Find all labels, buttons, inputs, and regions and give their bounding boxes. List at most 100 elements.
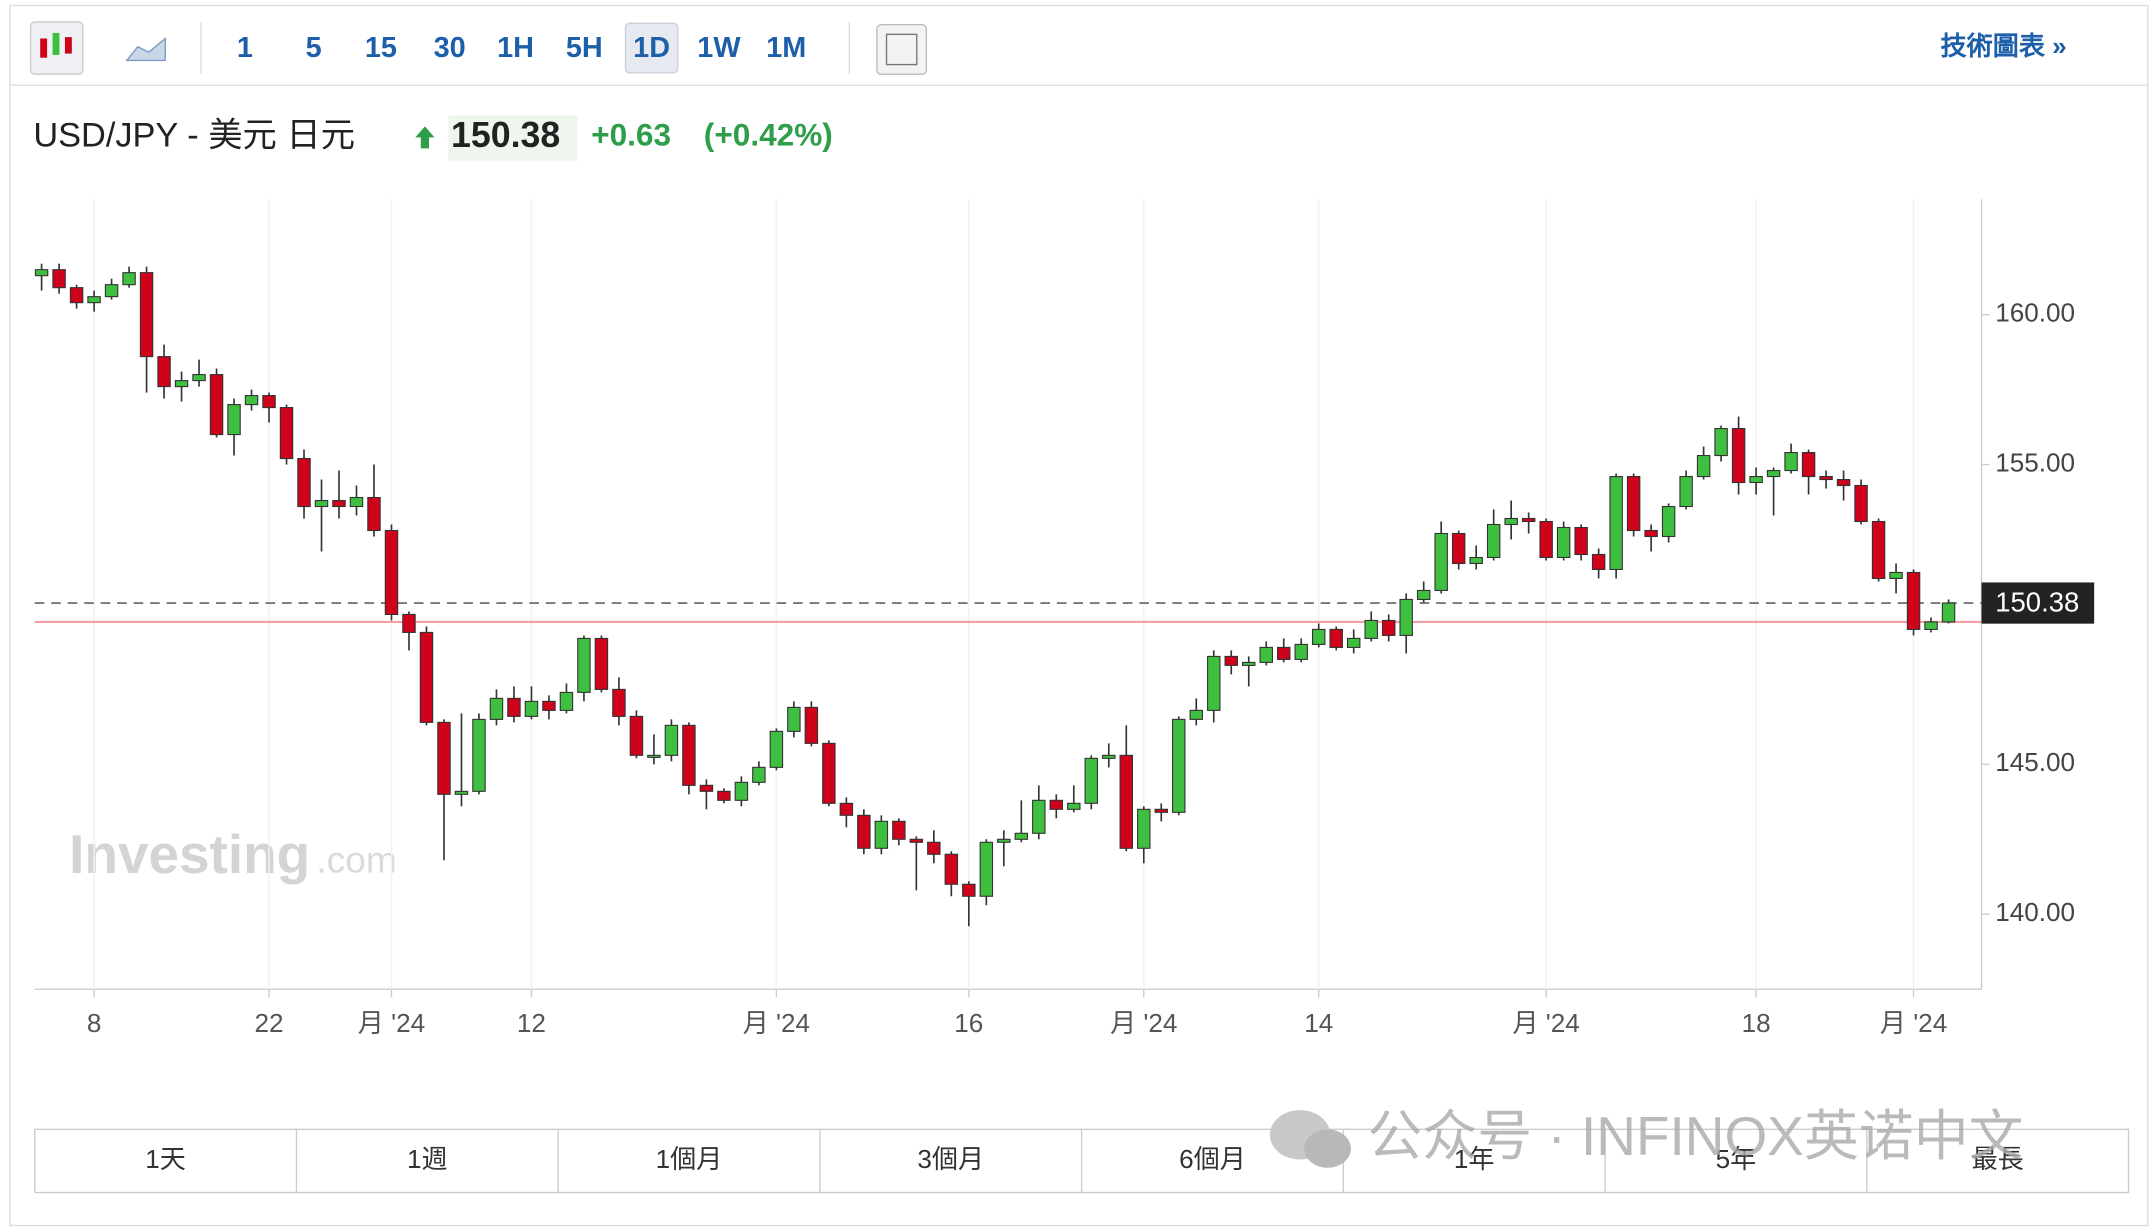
candle-body [682, 724, 696, 786]
candle-body [1032, 799, 1046, 834]
candle-body [1346, 637, 1361, 648]
technical-chart-link[interactable]: 技術圖表 » [1941, 31, 2067, 61]
candle-body [1364, 619, 1378, 639]
candle-body [979, 841, 994, 897]
candle-body [1521, 517, 1536, 523]
candle-body [734, 781, 749, 801]
candle-body [1207, 655, 1221, 711]
y-tick-label: 145.00 [1995, 747, 2075, 777]
candle-body [1259, 646, 1273, 663]
candle-body [192, 374, 206, 382]
chart: Investing .com 8 22 月 '24 12 月 '24 16 月 '24 14 月… [34, 199, 2095, 1038]
range-tab[interactable]: 1週 [407, 1144, 448, 1174]
candle-body [1504, 517, 1518, 526]
candle-body [542, 700, 556, 711]
candle-body [34, 269, 49, 277]
candle-body [1399, 598, 1413, 636]
candle-body [122, 272, 136, 286]
candle-body [507, 697, 521, 717]
candle-body [892, 820, 906, 840]
range-tab[interactable]: 1個月 [656, 1144, 723, 1174]
candle-body [1784, 451, 1798, 472]
interval-button[interactable]: 1M [766, 32, 806, 64]
candle-body [489, 697, 504, 720]
candle-body [944, 853, 959, 885]
candle-body [612, 688, 626, 717]
candle-body [262, 395, 276, 409]
interval-buttons: 1 5 15 30 1H 5H 1D 1W 1M [237, 22, 806, 74]
range-tab[interactable]: 最長 [1972, 1144, 2024, 1174]
range-tab[interactable]: 1天 [145, 1144, 186, 1174]
y-tick-label: 140.00 [1995, 897, 2075, 927]
candle-body [1749, 475, 1763, 484]
candle-body [1154, 808, 1169, 813]
x-tick-label: 月 '24 [1512, 1008, 1579, 1038]
candle-body [1102, 754, 1116, 759]
interval-button[interactable]: 1W [697, 32, 741, 64]
candle-body [1084, 757, 1099, 804]
candle-body [87, 296, 101, 304]
widget-frame [9, 4, 2149, 1227]
candle-body [1311, 628, 1326, 645]
range-tab[interactable]: 6個月 [1179, 1144, 1246, 1174]
range-tab[interactable]: 3個月 [917, 1144, 984, 1174]
watermark: Investing [69, 823, 310, 885]
candle-body [1731, 428, 1746, 484]
area-icon[interactable] [125, 37, 166, 62]
interval-button[interactable]: 1D [633, 32, 670, 64]
candle-body [577, 637, 591, 693]
layout-icon[interactable] [876, 24, 928, 75]
candle-body [349, 496, 364, 508]
candle-body [367, 496, 381, 532]
candle-body [1661, 505, 1676, 538]
candle-body [472, 718, 486, 792]
candle-body [559, 691, 574, 711]
candle-body [1906, 571, 1921, 630]
candle-body [314, 499, 329, 508]
interval-button[interactable]: 30 [434, 32, 466, 64]
candle-body [332, 499, 346, 508]
candle-body [787, 706, 801, 732]
candle-body [174, 380, 189, 388]
y-tick-label: 155.00 [1995, 447, 2075, 477]
candle-body [227, 404, 241, 436]
candle-body [104, 284, 119, 298]
candle-body [1836, 478, 1851, 487]
candle-body [1889, 571, 1903, 580]
change: +0.63 [591, 117, 671, 153]
candle-body [1696, 454, 1711, 478]
candle-body [1574, 526, 1588, 556]
candle-body [962, 883, 976, 897]
x-tick-label: 16 [954, 1008, 983, 1038]
candle-body [1451, 532, 1466, 565]
interval-button[interactable]: 15 [365, 32, 397, 64]
candle-body [1801, 451, 1816, 478]
x-tick-label: 22 [255, 1008, 284, 1038]
candle-icon[interactable] [29, 21, 84, 75]
candle-body [454, 790, 469, 795]
x-tick-label: 8 [87, 1008, 102, 1038]
candle-body [1224, 655, 1238, 666]
candle-body [874, 820, 889, 849]
range-tab[interactable]: 1年 [1454, 1144, 1495, 1174]
candle-body [1486, 523, 1501, 559]
overlay-text: 公众号 · INFINOX英诺中文 [1367, 1105, 2023, 1167]
candle-body [1242, 661, 1256, 666]
interval-button[interactable]: 1H [497, 32, 534, 64]
icon-candle [40, 38, 48, 58]
wechat-icon [1304, 1129, 1351, 1168]
candle-body [1381, 619, 1396, 636]
interval-button[interactable]: 1 [237, 32, 253, 64]
range-tab[interactable]: 5年 [1716, 1144, 1757, 1174]
candle-body [157, 356, 171, 388]
interval-button[interactable]: 5 [306, 32, 322, 64]
candle-body [1539, 520, 1553, 559]
icon-box[interactable] [876, 24, 928, 75]
interval-button[interactable]: 5H [566, 32, 603, 64]
candle-body [52, 269, 66, 289]
candle-body [419, 631, 434, 723]
candle-body [1189, 709, 1203, 720]
x-tick-label: 月 '24 [1110, 1008, 1177, 1038]
candle-body [1049, 799, 1064, 810]
